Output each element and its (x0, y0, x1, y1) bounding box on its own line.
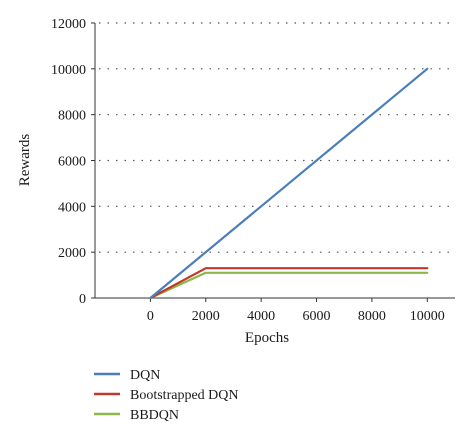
x-tick-label: 10000 (410, 309, 445, 324)
x-tick-label: 6000 (303, 309, 331, 324)
axes (94, 23, 455, 299)
y-tick-label: 4000 (58, 200, 86, 215)
y-tick-label: 6000 (58, 155, 86, 170)
y-axis-label: Rewards (17, 134, 33, 187)
series-line-dqn (149, 67, 429, 300)
series-line-bbdqn (149, 271, 429, 300)
x-tick-label: 8000 (358, 309, 386, 324)
x-tick-label: 4000 (247, 309, 275, 324)
x-axis-label: Epochs (245, 330, 289, 346)
legend-label: Bootstrapped DQN (130, 388, 239, 403)
y-tick-label: 12000 (51, 17, 86, 32)
legend-label: BBDQN (130, 408, 179, 423)
y-tick-label: 8000 (58, 109, 86, 124)
y-tick-label: 10000 (51, 63, 86, 78)
x-axis-ticks: 0 2000 4000 6000 8000 10000 (147, 298, 445, 324)
x-tick-label: 0 (147, 309, 154, 324)
y-axis-ticks: 0 2000 4000 6000 8000 10000 12000 (51, 17, 95, 307)
x-tick-label: 2000 (192, 309, 220, 324)
y-tick-label: 2000 (58, 246, 86, 261)
grid (99, 22, 455, 253)
legend: DQN Bootstrapped DQN BBDQN (94, 368, 239, 423)
legend-label: DQN (130, 368, 160, 383)
series-line-bootstrapped-dqn (149, 267, 429, 300)
series (149, 67, 429, 300)
y-tick-label: 0 (79, 292, 86, 307)
